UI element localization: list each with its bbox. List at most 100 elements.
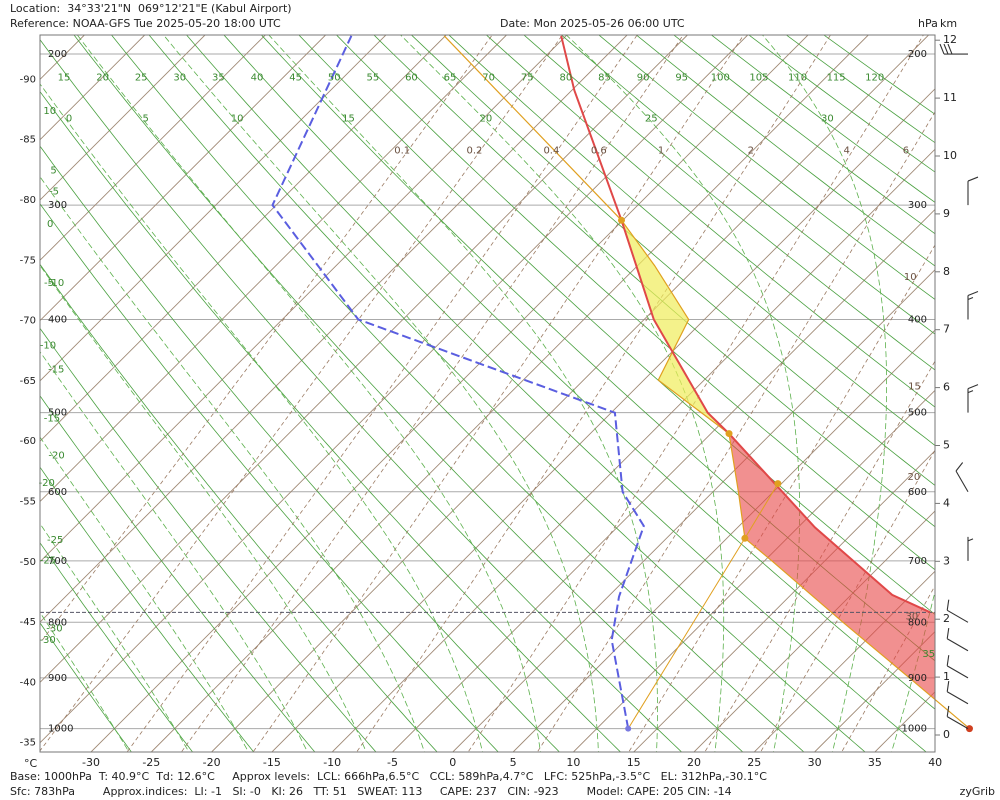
isotherm-label: -75 bbox=[20, 255, 36, 266]
dry-adiabat bbox=[298, 35, 935, 615]
isotherm-label: -90 bbox=[20, 74, 36, 85]
moist-adiabat-label: -25 bbox=[47, 535, 63, 546]
dry-adiabat-label: -10 bbox=[40, 341, 56, 352]
mixing-ratio-line bbox=[252, 35, 745, 752]
pressure-label-left: 1000 bbox=[48, 724, 73, 735]
dry-adiabat-label: 55 bbox=[366, 73, 379, 84]
wind-barb bbox=[946, 705, 969, 730]
pressure-label-left: 800 bbox=[48, 617, 67, 628]
height-tick-label: 0 bbox=[943, 728, 950, 741]
negative-area bbox=[729, 433, 935, 700]
moist-adiabat bbox=[40, 176, 425, 752]
dry-adiabat bbox=[448, 35, 935, 446]
fills bbox=[621, 220, 935, 700]
height-tick-label: 1 bbox=[943, 670, 950, 683]
dry-adiabat-label: 15 bbox=[58, 73, 71, 84]
isotherm bbox=[452, 269, 935, 752]
wind-barb bbox=[946, 681, 969, 705]
mixing-ratio-line bbox=[760, 449, 935, 752]
moist-adiabat-label: -10 bbox=[48, 278, 64, 289]
dry-adiabat bbox=[373, 35, 935, 528]
mixing-ratio-line bbox=[704, 360, 935, 752]
mixing-ratio-label: 0.6 bbox=[591, 145, 607, 156]
dry-adiabat bbox=[635, 35, 935, 267]
moist-adiabat-label: -15 bbox=[48, 365, 64, 376]
moist-adiabat bbox=[163, 35, 599, 752]
height-tick-label: 9 bbox=[943, 207, 950, 220]
mixing-ratio-line bbox=[40, 35, 493, 644]
mixing-ratio-label: 2 bbox=[748, 145, 754, 156]
wind-barb bbox=[967, 536, 974, 561]
mixing-ratio-label: 0.4 bbox=[543, 145, 559, 156]
dry-adiabat-label: 115 bbox=[827, 73, 846, 84]
pressure-label-left: 700 bbox=[48, 556, 67, 567]
height-tick-label: 5 bbox=[943, 439, 950, 452]
dry-adiabat-label: 80 bbox=[560, 73, 573, 84]
moist-adiabat bbox=[40, 436, 249, 752]
temperature-tick-label: 0 bbox=[449, 756, 456, 769]
dry-adiabat-label: 110 bbox=[788, 73, 807, 84]
height-tick-label: 6 bbox=[943, 381, 950, 394]
pressure-label-left: 300 bbox=[48, 200, 67, 211]
mixing-ratio-label: 1 bbox=[658, 145, 664, 156]
mixing-ratio-line bbox=[536, 111, 935, 752]
mixing-ratio-line bbox=[356, 35, 831, 752]
mixing-ratio-label: 10 bbox=[904, 272, 917, 283]
mixing-ratio-label: 0.1 bbox=[394, 145, 410, 156]
moist-adiabat-label: 0 bbox=[66, 114, 72, 125]
dry-adiabat bbox=[598, 35, 935, 300]
temperature-tick-label: 15 bbox=[627, 756, 641, 769]
height-tick-label: 11 bbox=[943, 91, 957, 104]
isotherm bbox=[40, 35, 326, 322]
isotherm-label: -85 bbox=[20, 135, 36, 146]
temperature-tick-label: 25 bbox=[747, 756, 761, 769]
dry-adiabat bbox=[40, 622, 132, 752]
wind-barb bbox=[939, 43, 968, 55]
dry-adiabat-label: 25 bbox=[135, 73, 148, 84]
mixing-ratio-line bbox=[467, 35, 924, 752]
mixing-ratio-label: 15 bbox=[908, 381, 921, 392]
dry-adiabat bbox=[40, 145, 560, 752]
isotherm-label: -55 bbox=[20, 497, 36, 508]
isotherm-label: -65 bbox=[20, 376, 36, 387]
moist-adiabat-label: -30 bbox=[46, 623, 62, 634]
height-tick-label: 8 bbox=[943, 265, 950, 278]
dry-adiabat bbox=[40, 90, 622, 752]
dry-adiabat-label: 10 bbox=[43, 106, 56, 117]
grid bbox=[40, 35, 935, 752]
isotherm-label: -70 bbox=[20, 316, 36, 327]
wind-barb bbox=[967, 176, 979, 206]
profiles bbox=[40, 35, 979, 733]
dry-adiabat-label: 90 bbox=[637, 73, 650, 84]
pressure-label-right: 1000 bbox=[902, 724, 927, 735]
footer-line2: Sfc: 783hPa Approx.indices: LI: -1 SI: -… bbox=[10, 785, 732, 798]
mixing-ratio-line bbox=[841, 584, 935, 752]
moist-adiabat-label: -5 bbox=[49, 186, 59, 197]
pressure-label-right: 800 bbox=[908, 617, 927, 628]
dry-adiabat-label: 70 bbox=[482, 73, 495, 84]
dry-adiabat-label: 40 bbox=[251, 73, 264, 84]
dry-adiabat-label: 5 bbox=[50, 166, 56, 177]
mixing-ratio-label: 0.2 bbox=[466, 145, 482, 156]
footer-line1: Base: 1000hPa T: 40.9°C Td: 12.6°C Appro… bbox=[10, 770, 767, 783]
isotherm bbox=[40, 35, 206, 201]
dry-adiabat bbox=[40, 466, 255, 752]
isotherm-label: -35 bbox=[20, 738, 36, 749]
isotherm-label: -45 bbox=[20, 617, 36, 628]
temperature-tick-label: -30 bbox=[82, 756, 100, 769]
mixing-ratio-label: 20 bbox=[907, 472, 920, 483]
moist-adiabat bbox=[40, 83, 483, 752]
cape-area bbox=[621, 220, 729, 434]
dry-adiabat bbox=[223, 35, 935, 710]
pressure-label-right: 600 bbox=[908, 487, 927, 498]
dry-adiabat-label: -15 bbox=[44, 414, 60, 425]
pressure-label-right: 300 bbox=[908, 200, 927, 211]
mixing-ratio-label: 4 bbox=[844, 145, 850, 156]
dry-adiabat-label: 45 bbox=[289, 73, 302, 84]
isotherm bbox=[40, 35, 507, 503]
dry-adiabat bbox=[40, 203, 499, 752]
moist-adiabat-label: -20 bbox=[48, 451, 64, 462]
pressure-label-right: 900 bbox=[908, 673, 927, 684]
dry-adiabat bbox=[560, 35, 935, 335]
